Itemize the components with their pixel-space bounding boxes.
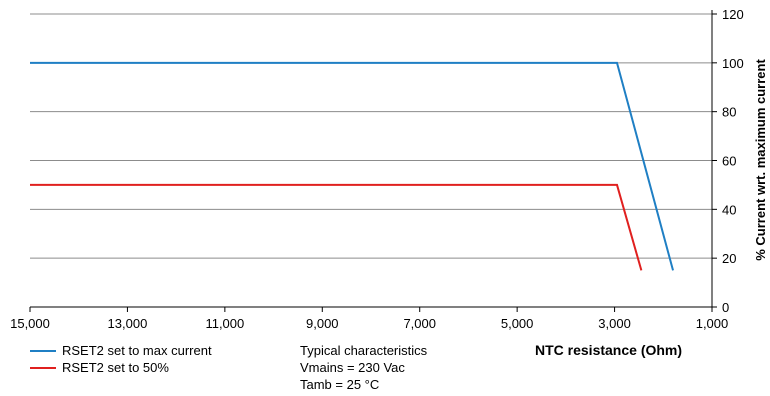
legend: RSET2 set to max current RSET2 set to 50… [30,342,212,376]
x-tick-label: 7,000 [403,316,436,331]
x-tick-label: 13,000 [108,316,148,331]
y-tick-label: 0 [722,300,729,315]
series-lines [30,61,674,271]
x-tick-label: 3,000 [598,316,631,331]
y-tick-label: 80 [722,105,736,120]
y-tick-label: 120 [722,7,744,22]
x-tick-label: 15,000 [10,316,50,331]
y-tick-label: 20 [722,251,736,266]
y-tick-label: 40 [722,202,736,217]
x-tick-label: 5,000 [501,316,534,331]
legend-item-max-current: RSET2 set to max current [30,342,212,359]
annotation-vmains: Vmains = 230 Vac [300,360,405,375]
y-tick-label: 100 [722,56,744,71]
x-axis-title: NTC resistance (Ohm) [535,342,683,358]
annotation-tamb: Tamb = 25 °C [300,377,380,392]
legend-label-max-current: RSET2 set to max current [62,343,212,358]
tick-labels: 15,000 13,000 11,000 9,000 7,000 5,000 3,000 1,… [10,7,744,331]
legend-swatch-blue [30,349,56,352]
legend-swatch-red [30,366,56,369]
series-line-50-percent [30,183,643,271]
axes [29,10,717,312]
x-tick-label: 9,000 [306,316,339,331]
series-line-max-current [30,61,674,271]
x-tick-label: 11,000 [205,316,244,331]
annotation-block: Typical characteristics Vmains = 230 Vac… [300,342,427,393]
grid-lines [30,13,712,259]
legend-item-50-percent: RSET2 set to 50% [30,359,212,376]
annotation-typical: Typical characteristics [300,343,428,358]
x-tick-label: 1,000 [696,316,729,331]
y-axis-title: % Current wrt. maximum current [753,59,768,261]
y-tick-label: 60 [722,154,736,169]
legend-label-50-percent: RSET2 set to 50% [62,360,169,375]
